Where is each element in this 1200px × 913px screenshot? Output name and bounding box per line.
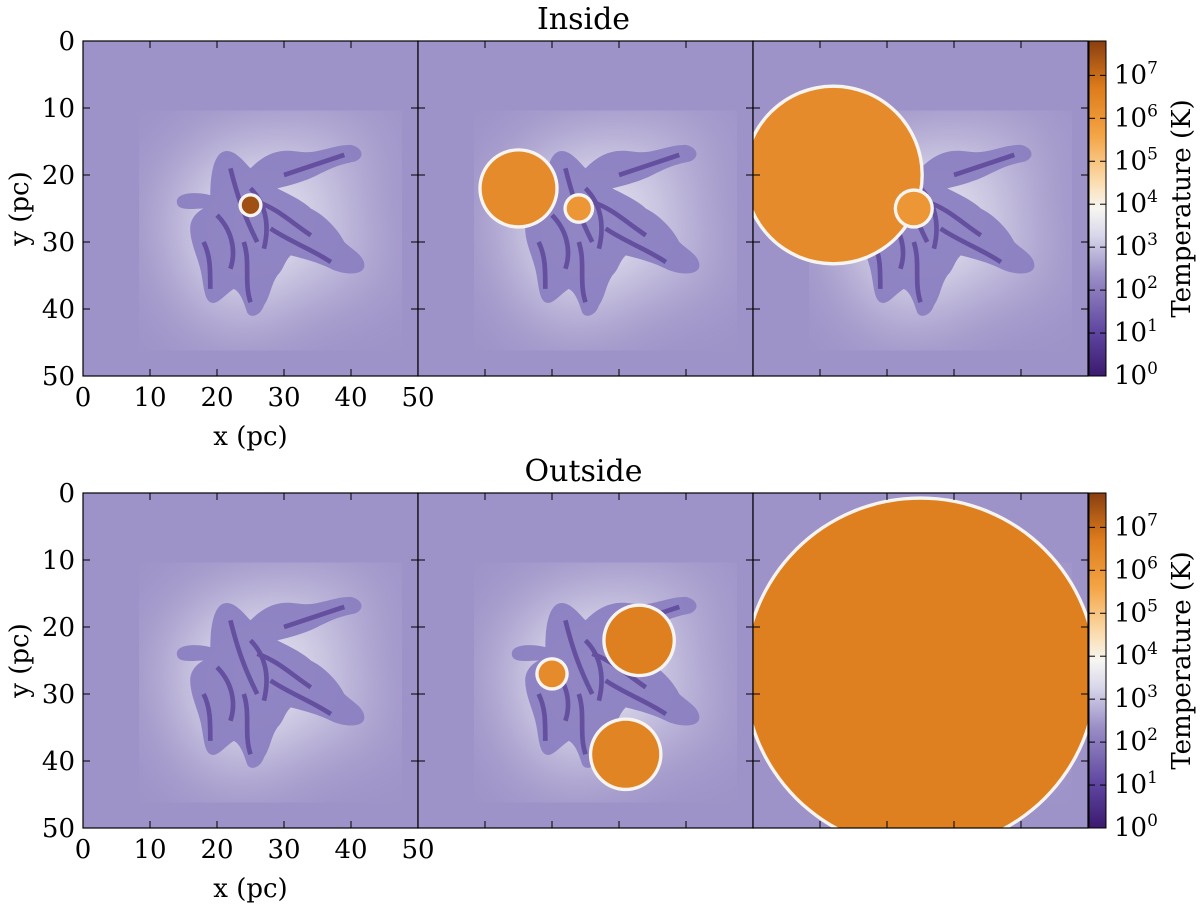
- y-tick-label: 30: [42, 228, 75, 258]
- colorbar-tick-label: 103: [1114, 230, 1158, 262]
- hot-region: [753, 499, 1088, 828]
- colorbar-tick-label: 104: [1114, 639, 1158, 671]
- colorbar-tick-label: 101: [1114, 768, 1158, 800]
- panel-field: [753, 496, 1088, 828]
- chart-title: Outside: [525, 454, 643, 489]
- hot-region: [538, 660, 566, 688]
- x-tick-label: 0: [75, 383, 92, 413]
- x-tick-label: 10: [133, 835, 166, 865]
- y-tick-label: 20: [42, 161, 75, 191]
- x-tick-label: 30: [267, 383, 300, 413]
- panel-field: [512, 597, 700, 792]
- y-tick-label: 50: [42, 362, 75, 392]
- colorbar-tick-label: 107: [1114, 58, 1158, 90]
- y-axis-label: y (pc): [5, 171, 35, 246]
- chart-title: Inside: [537, 2, 630, 37]
- panel-2: [417, 40, 754, 377]
- y-tick-label: 10: [42, 546, 75, 576]
- x-tick-label: 40: [334, 383, 367, 413]
- colorbar-tick-label: 102: [1114, 725, 1158, 757]
- y-tick-label: 40: [42, 295, 75, 325]
- hot-region: [605, 606, 673, 674]
- hot-region: [753, 87, 921, 263]
- colorbar-tick-label: 100: [1114, 359, 1158, 391]
- y-tick-label: 40: [42, 747, 75, 777]
- panel-field: [478, 145, 699, 316]
- colorbar-tick-label: 106: [1114, 553, 1158, 585]
- x-tick-label: 20: [200, 835, 233, 865]
- y-tick-label: 20: [42, 613, 75, 643]
- colorbar-label: Temperature (K): [1167, 551, 1197, 769]
- panel-3: [752, 492, 1089, 829]
- panel-field: [753, 84, 1034, 316]
- hot-region: [897, 191, 931, 226]
- colorbar-tick-label: 102: [1114, 273, 1158, 305]
- colorbar-tick-label: 103: [1114, 682, 1158, 714]
- colorbar: 100 101 102 103 104 105 106 107 Temperature (K): [1088, 492, 1197, 843]
- y-tick-label: 0: [58, 27, 75, 57]
- colorbar-tick-label: 104: [1114, 187, 1158, 219]
- hot-region: [592, 720, 660, 788]
- y-tick-label: 50: [42, 814, 75, 844]
- panel-field: [177, 145, 365, 316]
- x-axis-label: x (pc): [213, 422, 287, 452]
- hot-region: [481, 151, 556, 226]
- panel-frame: [752, 492, 1089, 829]
- y-tick-label: 0: [58, 479, 75, 509]
- panel-2: [417, 492, 754, 829]
- y-axis-label: y (pc): [5, 623, 35, 698]
- hot-region: [566, 196, 591, 221]
- colorbar-tick-label: 105: [1114, 596, 1158, 628]
- colorbar: 100 101 102 103 104 105 106 107 Temperature (K): [1088, 40, 1197, 391]
- colorbar-tick-label: 100: [1114, 811, 1158, 843]
- x-tick-label: 30: [267, 835, 300, 865]
- x-tick-label: 10: [133, 383, 166, 413]
- colorbar-tick-label: 105: [1114, 144, 1158, 176]
- x-tick-label: 50: [401, 383, 434, 413]
- x-tick-label: 50: [401, 835, 434, 865]
- y-tick-label: 30: [42, 680, 75, 710]
- hot-region: [241, 196, 260, 214]
- x-tick-label: 40: [334, 835, 367, 865]
- x-tick-label: 0: [75, 835, 92, 865]
- colorbar-scale: [1088, 40, 1107, 377]
- y-tick-label: 10: [42, 94, 75, 124]
- x-tick-label: 20: [200, 383, 233, 413]
- colorbar-scale: [1088, 492, 1107, 829]
- x-axis-label: x (pc): [213, 874, 287, 904]
- panel-frame: [752, 40, 1089, 377]
- colorbar-tick-label: 101: [1114, 316, 1158, 348]
- colorbar-label: Temperature (K): [1167, 99, 1197, 317]
- colorbar-tick-label: 107: [1114, 510, 1158, 542]
- panel-3: [752, 40, 1089, 377]
- colorbar-tick-label: 106: [1114, 101, 1158, 133]
